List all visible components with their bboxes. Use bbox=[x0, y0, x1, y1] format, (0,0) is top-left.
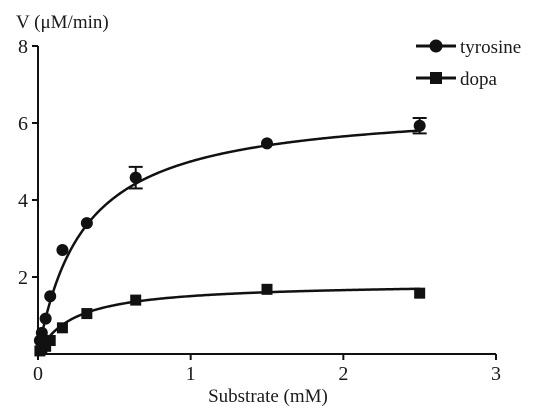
point-dopa bbox=[130, 294, 142, 306]
legend-label-tyrosine: tyrosine bbox=[460, 37, 521, 58]
y-tick-label: 4 bbox=[18, 190, 28, 212]
point-dopa bbox=[261, 283, 273, 295]
point-tyrosine bbox=[44, 290, 57, 303]
legend-item-tyrosine: tyrosine bbox=[416, 37, 521, 58]
data-points bbox=[33, 119, 426, 357]
x-tick-label: 2 bbox=[338, 363, 348, 385]
fit-curves bbox=[36, 129, 420, 355]
fit-curve-dopa bbox=[36, 287, 420, 355]
point-tyrosine bbox=[413, 119, 426, 132]
legend: tyrosine dopa bbox=[416, 37, 521, 90]
y-tick-label: 2 bbox=[18, 267, 28, 289]
y-axis-title: V (μM/min) bbox=[16, 12, 109, 33]
point-dopa bbox=[40, 340, 52, 352]
fit-curve-tyrosine bbox=[36, 129, 420, 355]
point-tyrosine bbox=[129, 171, 142, 184]
x-tick-label: 3 bbox=[491, 363, 501, 385]
point-dopa bbox=[414, 287, 426, 299]
x-tick-label: 1 bbox=[186, 363, 196, 385]
x-axis-title: Substrate (mM) bbox=[208, 386, 328, 407]
point-dopa bbox=[44, 335, 56, 347]
point-tyrosine bbox=[56, 244, 69, 257]
point-tyrosine bbox=[39, 312, 52, 325]
legend-marker-tyrosine bbox=[429, 39, 443, 53]
y-tick-label: 6 bbox=[18, 113, 28, 135]
point-dopa bbox=[56, 322, 68, 334]
legend-item-dopa: dopa bbox=[416, 69, 498, 90]
point-tyrosine bbox=[261, 137, 273, 150]
legend-marker-dopa bbox=[430, 72, 442, 84]
x-tick-label: 0 bbox=[33, 363, 43, 385]
ticks: 2 4 6 8 0 1 2 3 bbox=[18, 36, 501, 385]
legend-label-dopa: dopa bbox=[460, 69, 498, 90]
y-tick-label: 8 bbox=[18, 36, 28, 58]
point-dopa bbox=[81, 308, 93, 320]
error-bars bbox=[128, 116, 427, 190]
point-tyrosine bbox=[80, 217, 93, 230]
